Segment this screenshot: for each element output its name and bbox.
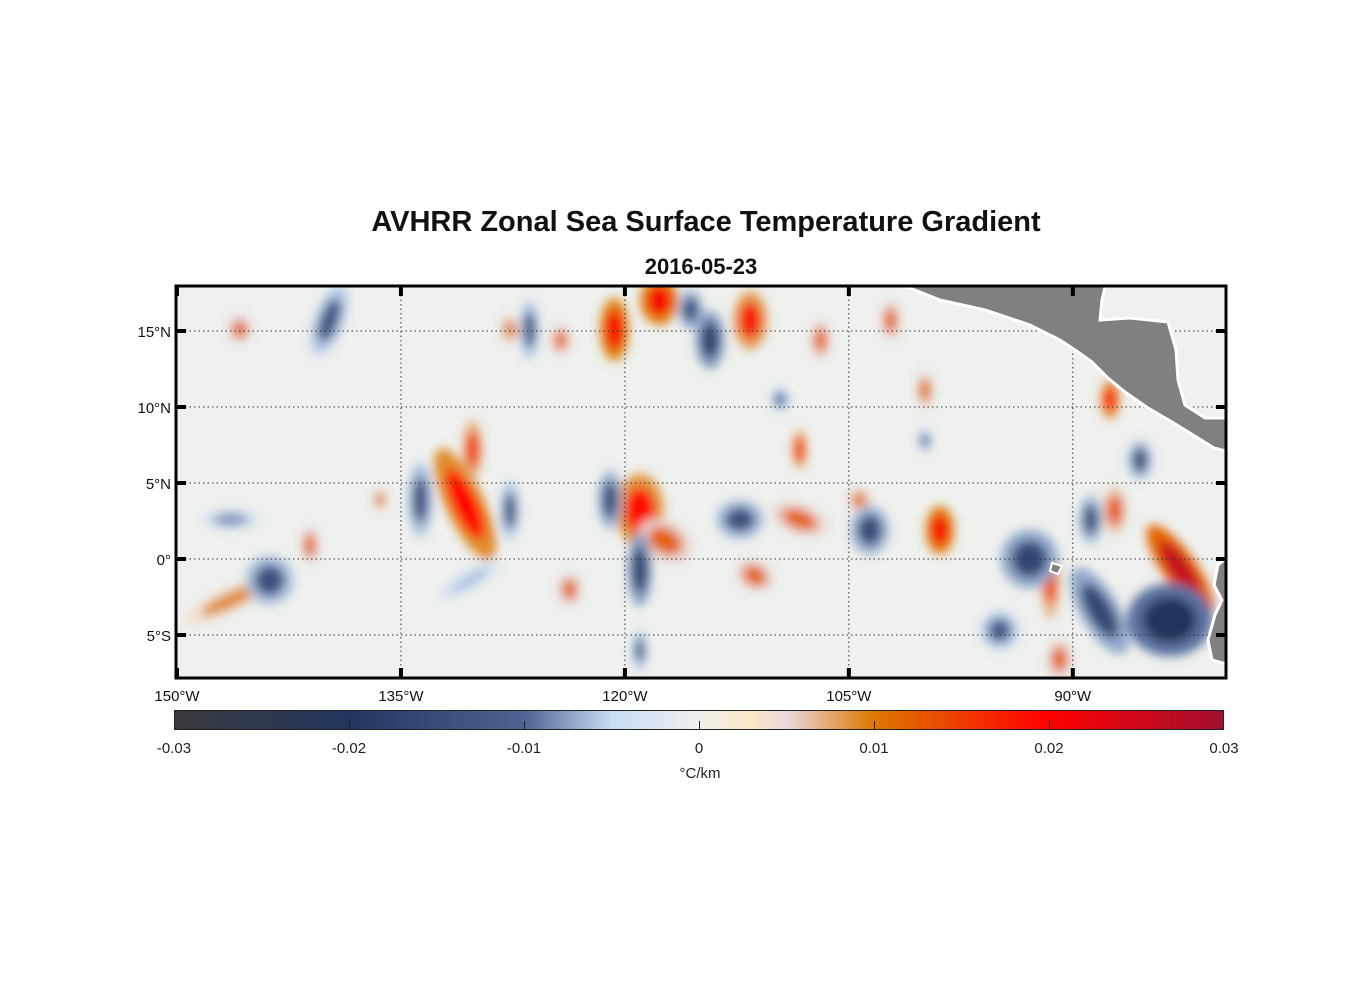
gradient-feature (647, 286, 672, 316)
colorbar-tick-label: -0.02 (331, 740, 367, 757)
gradient-feature (449, 567, 490, 593)
gradient-feature (254, 565, 285, 596)
x-tick-label: 150°W (154, 688, 200, 705)
colorbar-label: °C/km (679, 765, 721, 782)
x-tick-label: 90°W (1054, 688, 1092, 705)
colorbar-tick (699, 721, 700, 729)
gradient-feature (212, 513, 249, 526)
colorbar-tick-label: 0 (694, 740, 704, 757)
gradient-feature (1083, 504, 1099, 535)
gradient-feature (683, 297, 699, 322)
gradient-feature (648, 526, 682, 555)
gradient-feature (920, 432, 930, 449)
gradient-feature (1011, 540, 1048, 578)
colorbar (174, 710, 1224, 730)
gradient-feature (554, 331, 567, 350)
colorbar-tick (874, 721, 875, 729)
gradient-feature (635, 638, 645, 663)
gradient-feature (1051, 647, 1067, 672)
y-tick-label: 5°S (147, 628, 171, 645)
gradient-feature (795, 437, 805, 462)
gradient-feature (1104, 387, 1117, 412)
chart-title: AVHRR Zonal Sea Surface Temperature Grad… (371, 206, 1041, 238)
gradient-feature (1132, 448, 1148, 473)
gradient-feature (851, 492, 867, 508)
y-tick-label: 5°N (146, 476, 171, 493)
gradient-feature (317, 298, 341, 343)
gradient-feature (303, 533, 316, 558)
colorbar-tick (1049, 721, 1050, 729)
gradient-feature (774, 391, 787, 407)
gradient-feature (200, 584, 261, 616)
colorbar-tick-label: 0.01 (859, 740, 889, 757)
gradient-feature (605, 309, 624, 350)
gradient-feature (523, 311, 536, 348)
gradient-feature (724, 507, 755, 532)
gradient-feature (782, 508, 817, 531)
gradient-feature (814, 327, 827, 353)
gradient-feature (503, 492, 516, 529)
x-tick-label: 105°W (826, 688, 872, 705)
gradient-feature (919, 378, 931, 403)
gradient-feature (503, 320, 516, 339)
y-tick-label: 15°N (137, 324, 171, 341)
south-america-land (1206, 556, 1226, 666)
gradient-feature (743, 565, 767, 586)
gradient-feature (1081, 583, 1119, 638)
galapagos-island (1048, 561, 1064, 576)
gradient-feature (445, 469, 485, 540)
central-america-land (900, 286, 1226, 453)
x-tick-label: 120°W (602, 688, 648, 705)
gradient-feature (375, 492, 385, 508)
gradient-feature (602, 481, 618, 518)
chart-subtitle: 2016-05-23 (644, 254, 758, 279)
gradient-feature (1142, 597, 1197, 643)
gradient-feature (1107, 495, 1123, 526)
colorbar-tick-label: -0.01 (506, 740, 542, 757)
gradient-feature (632, 546, 648, 593)
y-tick-label: 10°N (137, 400, 171, 417)
gradient-feature (857, 514, 882, 546)
gradient-feature (987, 618, 1012, 643)
colorbar-tick-label: 0.02 (1034, 740, 1064, 757)
gradient-feature (884, 308, 897, 333)
gradient-feature (562, 578, 578, 601)
gradient-feature (701, 321, 719, 359)
gradient-feature (1159, 541, 1202, 598)
gradient-feature (232, 320, 248, 339)
x-tick-label: 135°W (378, 688, 424, 705)
colorbar-tick (349, 721, 350, 729)
colorbar-tick-label: -0.03 (156, 740, 192, 757)
colorbar-tick (524, 721, 525, 729)
gradient-feature (930, 514, 949, 546)
gradient-feature (466, 431, 479, 468)
gradient-feature (739, 302, 761, 339)
gradient-feature (412, 476, 428, 523)
y-tick-label: 0° (157, 552, 171, 569)
colorbar-tick-label: 0.03 (1209, 740, 1239, 757)
